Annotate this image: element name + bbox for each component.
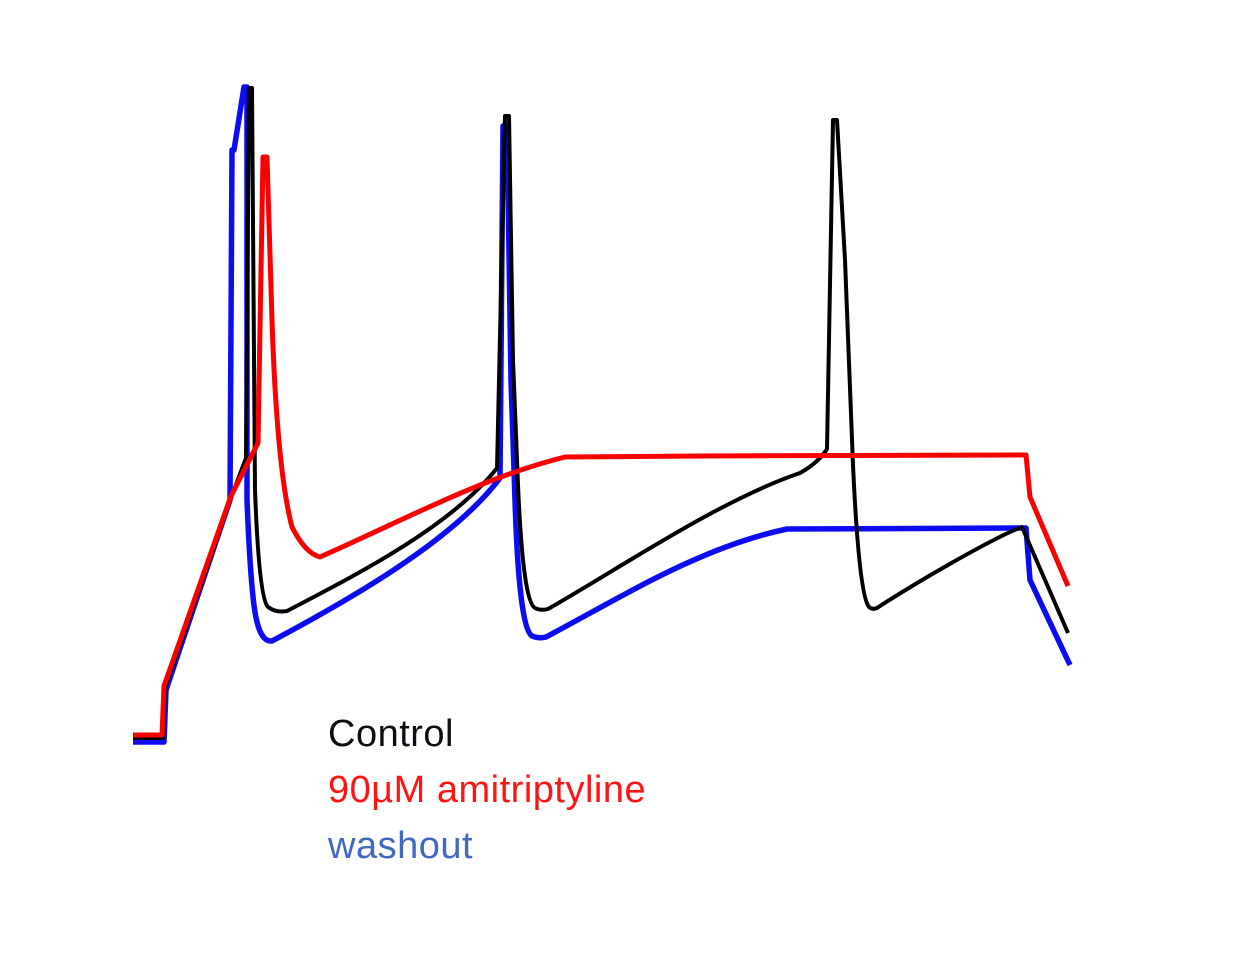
legend-item-control: Control (328, 713, 454, 755)
trace-washout (133, 84, 1073, 745)
legend: Control 90µM amitriptyline washout (328, 706, 646, 874)
legend-item-washout: washout (328, 825, 474, 867)
legend-item-amitriptyline: 90µM amitriptyline (328, 769, 647, 811)
trace-control (133, 86, 1070, 740)
trace-90-m-amitriptyline (133, 154, 1071, 738)
